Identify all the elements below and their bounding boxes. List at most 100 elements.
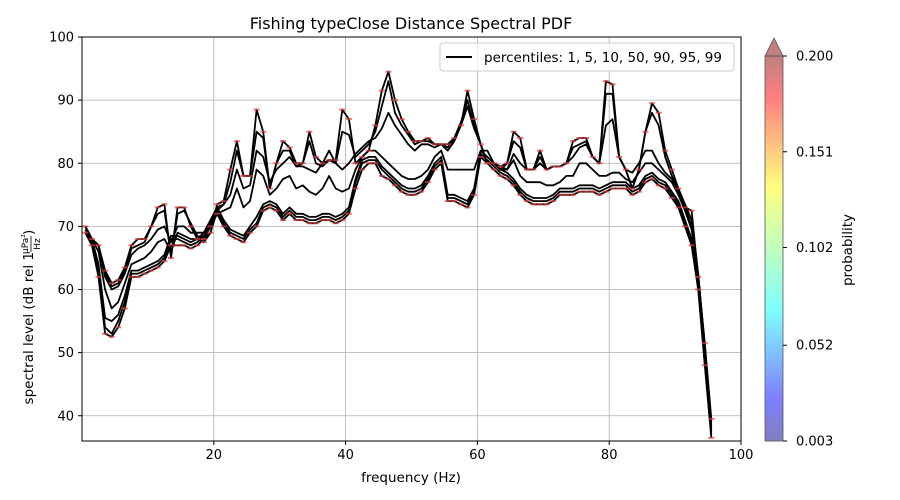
pdf-marker bbox=[266, 187, 273, 190]
pdf-marker bbox=[154, 206, 161, 209]
pdf-marker bbox=[477, 155, 484, 158]
pdf-marker bbox=[95, 275, 102, 278]
pdf-marker bbox=[662, 149, 669, 152]
pdf-marker bbox=[517, 193, 524, 196]
pdf-marker bbox=[510, 184, 517, 187]
pdf-marker bbox=[569, 193, 576, 196]
pdf-marker bbox=[517, 137, 524, 139]
pdf-marker bbox=[438, 162, 445, 165]
pdf-marker bbox=[675, 187, 682, 190]
pdf-marker bbox=[187, 225, 194, 228]
pdf-marker bbox=[372, 162, 379, 165]
pdf-marker bbox=[200, 238, 207, 240]
y-tick-label: 90 bbox=[57, 94, 74, 109]
pdf-marker bbox=[220, 200, 227, 203]
pdf-marker bbox=[286, 146, 293, 149]
pdf-marker bbox=[681, 225, 688, 228]
pdf-marker bbox=[359, 168, 366, 171]
series-line-p90 bbox=[84, 105, 713, 426]
y-axis-label: spectral level (dB rel 1 μPa² Hz ) bbox=[21, 230, 43, 405]
pdf-marker bbox=[556, 193, 563, 196]
pdf-marker bbox=[490, 168, 497, 171]
pdf-marker bbox=[424, 137, 431, 139]
y-axis-label-main: spectral level (dB rel 1 bbox=[21, 252, 37, 404]
pdf-marker bbox=[174, 206, 181, 209]
pdf-marker bbox=[418, 190, 425, 193]
pdf-marker bbox=[616, 155, 623, 158]
pdf-marker bbox=[701, 342, 708, 345]
pdf-marker bbox=[563, 162, 570, 165]
pdf-marker bbox=[141, 272, 148, 275]
pdf-marker bbox=[207, 225, 214, 228]
pdf-marker bbox=[88, 244, 95, 247]
pdf-marker bbox=[497, 165, 504, 168]
pdf-marker bbox=[523, 200, 530, 203]
x-tick-label: 20 bbox=[206, 448, 223, 463]
pdf-marker bbox=[418, 140, 425, 143]
pdf-marker bbox=[510, 130, 517, 133]
pdf-marker bbox=[227, 234, 234, 237]
pdf-marker bbox=[141, 238, 148, 240]
pdf-marker bbox=[629, 193, 636, 196]
pdf-marker bbox=[451, 200, 458, 203]
pdf-marker bbox=[695, 288, 702, 291]
pdf-marker bbox=[431, 168, 438, 171]
pdf-marker bbox=[708, 417, 715, 420]
pdf-marker bbox=[167, 244, 174, 247]
pdf-marker bbox=[635, 190, 642, 193]
pdf-marker bbox=[187, 247, 194, 250]
pdf-marker bbox=[247, 174, 254, 177]
pdf-marker bbox=[688, 244, 695, 247]
pdf-marker bbox=[622, 168, 629, 171]
y-tick-label: 80 bbox=[57, 157, 74, 172]
pdf-marker bbox=[207, 231, 214, 234]
pdf-marker bbox=[550, 200, 557, 203]
pdf-marker bbox=[194, 238, 201, 240]
pdf-marker bbox=[457, 124, 464, 127]
pdf-marker bbox=[392, 99, 399, 102]
pdf-marker bbox=[227, 168, 234, 171]
pdf-marker bbox=[279, 219, 286, 222]
pdf-marker bbox=[635, 168, 642, 171]
pdf-marker bbox=[523, 168, 530, 171]
pdf-marker bbox=[424, 181, 431, 184]
pdf-marker bbox=[563, 193, 570, 196]
pdf-marker bbox=[214, 212, 221, 215]
pdf-marker bbox=[135, 275, 142, 278]
pdf-marker bbox=[161, 203, 168, 206]
pdf-marker bbox=[642, 130, 649, 133]
pdf-marker bbox=[154, 266, 161, 269]
colorbar-gradient bbox=[764, 55, 784, 442]
pdf-marker bbox=[365, 162, 372, 165]
pdf-marker bbox=[312, 155, 319, 158]
colorbar: 0.003 0.052 0.102 0.151 0.200 probability bbox=[764, 37, 856, 450]
pdf-marker bbox=[398, 190, 405, 193]
colorbar-tick-label: 0.200 bbox=[796, 50, 833, 65]
pdf-marker bbox=[385, 70, 392, 73]
pdf-marker bbox=[181, 244, 188, 247]
pdf-marker bbox=[260, 130, 267, 133]
pdf-marker bbox=[240, 174, 247, 177]
plot-frame bbox=[81, 36, 742, 442]
pdf-marker bbox=[616, 187, 623, 190]
colorbar-ticks: 0.003 0.052 0.102 0.151 0.200 bbox=[783, 50, 833, 450]
chart-title: Fishing typeClose Distance Spectral PDF bbox=[250, 14, 573, 33]
pdf-marker bbox=[695, 275, 702, 278]
pdf-marker bbox=[530, 203, 537, 206]
series-line-p10 bbox=[84, 149, 713, 432]
colorbar-tick-label: 0.151 bbox=[796, 145, 833, 160]
pdf-marker bbox=[537, 149, 544, 152]
series-line-p5 bbox=[84, 152, 713, 435]
pdf-marker bbox=[247, 231, 254, 234]
pdf-marker bbox=[576, 190, 583, 193]
pdf-marker bbox=[444, 143, 451, 146]
pdf-marker bbox=[655, 184, 662, 187]
pdf-marker bbox=[88, 238, 95, 240]
pdf-markers bbox=[82, 70, 715, 439]
pdf-marker bbox=[359, 155, 366, 158]
pdf-marker bbox=[352, 162, 359, 165]
pdf-marker bbox=[543, 203, 550, 206]
pdf-marker bbox=[464, 89, 471, 92]
pdf-marker bbox=[708, 436, 715, 439]
pdf-marker bbox=[655, 111, 662, 114]
